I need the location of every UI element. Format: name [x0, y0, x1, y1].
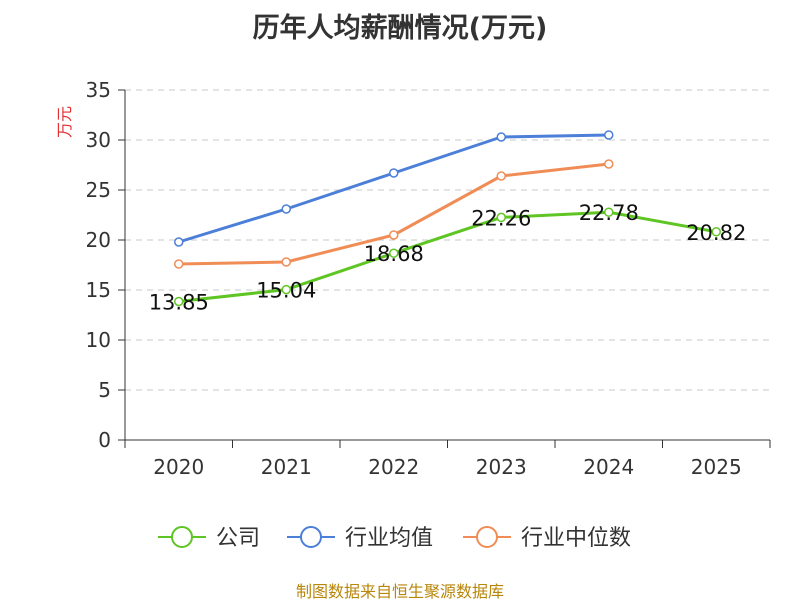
legend-marker-0	[171, 526, 193, 548]
x-tick-label: 2022	[368, 455, 419, 479]
series-line-1	[178, 133, 609, 244]
data-point-0	[174, 296, 184, 307]
y-tick-label: 5	[98, 378, 111, 402]
y-tick-label: 20	[86, 228, 111, 252]
data-point-2	[389, 230, 399, 240]
data-point-1	[604, 130, 614, 140]
data-point-2	[496, 171, 506, 181]
data-point-2	[604, 159, 614, 169]
data-point-0	[711, 227, 721, 237]
data-point-1	[174, 237, 184, 247]
y-tick-label: 25	[86, 178, 111, 202]
y-tick-label: 10	[86, 328, 111, 352]
x-tick-label: 2023	[476, 455, 527, 479]
y-tick-label: 30	[86, 128, 111, 152]
legend-marker-2	[476, 526, 498, 548]
data-label: 22.26	[471, 206, 531, 230]
data-point-0	[281, 284, 291, 295]
x-tick-label: 2024	[583, 455, 634, 479]
x-tick-label: 2025	[691, 455, 742, 479]
data-label: 22.78	[579, 201, 639, 225]
data-label: 18.68	[364, 242, 424, 266]
x-tick-label: 2020	[153, 455, 204, 479]
data-point-1	[389, 168, 399, 178]
y-tick-label: 15	[86, 278, 111, 302]
legend-label-0: 公司	[216, 526, 260, 551]
source-note: 制图数据来自恒生聚源数据库	[295, 582, 504, 601]
chart-title: 历年人均薪酬情况(万元)	[252, 13, 548, 44]
data-point-2	[281, 257, 291, 267]
legend-label-2: 行业中位数	[521, 526, 631, 551]
data-point-2	[174, 259, 184, 269]
data-point-1	[496, 132, 506, 142]
data-label: 13.85	[149, 291, 209, 315]
data-label: 15.04	[256, 279, 316, 303]
data-point-0	[604, 207, 614, 217]
data-point-0	[496, 212, 506, 223]
data-label: 20.82	[686, 221, 746, 245]
data-point-0	[389, 248, 399, 258]
data-point-1	[281, 204, 291, 214]
y-axis-label: 万元	[55, 106, 74, 138]
legend-marker-1	[300, 526, 322, 548]
x-tick-label: 2021	[261, 455, 312, 479]
legend-label-1: 行业均值	[345, 526, 433, 551]
y-tick-label: 35	[86, 78, 111, 102]
y-tick-label: 0	[98, 428, 111, 452]
series-line-0	[178, 210, 717, 303]
